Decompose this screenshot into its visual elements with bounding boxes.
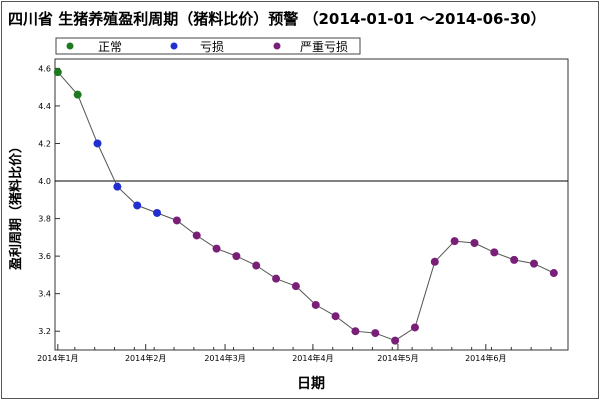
y-axis-label: 盈利周期（猪料比价） xyxy=(8,140,24,271)
y-tick-label: 4.4 xyxy=(38,102,51,111)
data-point-severe xyxy=(311,300,320,309)
legend-label-loss: 亏损 xyxy=(200,40,224,54)
legend: 正常 亏损 严重亏损 xyxy=(55,37,361,55)
y-tick-label: 3.2 xyxy=(38,327,51,336)
data-point-severe xyxy=(351,327,360,336)
legend-marker-severe xyxy=(273,42,281,50)
data-point-severe xyxy=(272,274,281,283)
data-point-severe xyxy=(172,216,181,225)
legend-marker-normal xyxy=(66,42,74,50)
x-tick-label: 2014年6月 xyxy=(465,353,506,363)
data-point-severe xyxy=(371,329,380,338)
data-point-severe xyxy=(331,312,340,321)
data-point-severe xyxy=(232,252,241,261)
legend-label-normal: 正常 xyxy=(98,40,122,54)
y-tick-label: 4.2 xyxy=(38,139,51,148)
data-point-loss xyxy=(93,139,102,148)
data-point-severe xyxy=(529,259,538,268)
x-axis-label: 日期 xyxy=(297,376,325,392)
data-point-severe xyxy=(252,261,261,270)
data-point-loss xyxy=(133,201,142,210)
data-point-severe xyxy=(391,336,400,345)
legend-marker-loss xyxy=(170,42,178,50)
data-point-normal xyxy=(73,90,82,99)
y-tick-label: 4.0 xyxy=(38,177,51,186)
y-tick-label: 3.4 xyxy=(38,290,51,299)
data-point-severe xyxy=(470,238,479,247)
x-tick-label: 2014年5月 xyxy=(377,353,418,363)
data-point-severe xyxy=(510,255,519,264)
data-markers xyxy=(53,68,558,345)
x-tick-label: 2014年3月 xyxy=(204,353,245,363)
data-point-severe xyxy=(450,237,459,246)
data-point-severe xyxy=(549,269,558,278)
x-tick-label: 2014年4月 xyxy=(292,353,333,363)
data-point-normal xyxy=(53,68,62,77)
data-point-severe xyxy=(212,244,221,253)
chart-title: 四川省 生猪养殖盈利周期（猪料比价）预警 （2014-01-01 ～2014-0… xyxy=(8,10,546,28)
data-point-severe xyxy=(291,282,300,291)
legend-label-severe: 严重亏损 xyxy=(300,40,348,54)
data-point-severe xyxy=(192,231,201,240)
x-tick-label: 2014年1月 xyxy=(37,353,78,363)
y-tick-label: 3.6 xyxy=(38,252,51,261)
data-point-severe xyxy=(490,248,499,257)
x-axis-ticks: 2014年1月 2014年2月 2014年3月 2014年4月 2014年5月 2014年… xyxy=(37,344,552,363)
data-point-severe xyxy=(430,257,439,266)
plot-area xyxy=(54,58,569,351)
legend-box xyxy=(55,37,361,55)
data-point-loss xyxy=(153,208,162,217)
data-point-severe xyxy=(410,323,419,332)
data-point-loss xyxy=(113,182,122,191)
y-tick-label: 3.8 xyxy=(38,215,51,224)
x-tick-label: 2014年2月 xyxy=(125,353,166,363)
y-tick-label: 4.6 xyxy=(38,64,51,73)
